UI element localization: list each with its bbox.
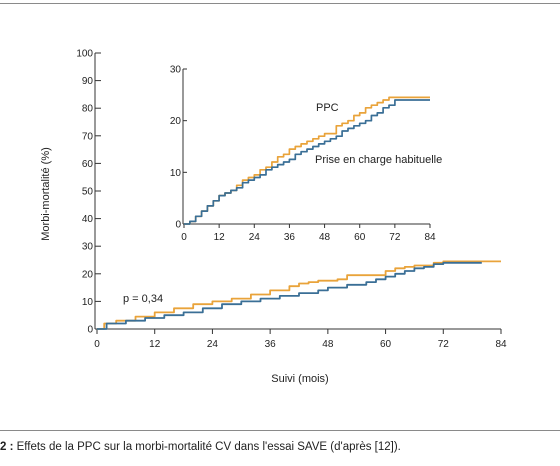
main-x-tick-label: 24 xyxy=(207,339,219,350)
main-y-tick-label: 10 xyxy=(82,297,94,308)
main-y-tick-label: 0 xyxy=(87,325,93,336)
main-y-tick-label: 100 xyxy=(76,49,93,60)
inset-x-tick-label: 84 xyxy=(424,232,436,243)
main-x-tick-label: 72 xyxy=(438,339,450,350)
inset-x-tick-label: 48 xyxy=(319,232,331,243)
top-rule xyxy=(0,3,560,4)
main-x-tick-label: 48 xyxy=(322,339,334,350)
inset-y-tick-label: 10 xyxy=(170,168,182,179)
y-axis-label: Morbi-mortalité (%) xyxy=(40,147,52,241)
caption-rule xyxy=(0,430,560,431)
inset-y-tick-label: 20 xyxy=(170,116,182,127)
main-series xyxy=(97,260,501,330)
inset-x-tick-label: 12 xyxy=(214,232,226,243)
main-x-tick-label: 84 xyxy=(495,339,507,350)
main-x-tick-label: 12 xyxy=(149,339,161,350)
p-value-annotation: p = 0,34 xyxy=(123,293,163,305)
legend-usual-care: Prise en charge habituelle xyxy=(315,154,442,166)
inset-x-tick-label: 72 xyxy=(389,232,401,243)
inset-x-tick-label: 36 xyxy=(284,232,296,243)
main-series-usual xyxy=(97,261,482,330)
caption-text: Effets de la PPC sur la morbi-mortalité … xyxy=(13,441,401,453)
inset-x-tick-label: 0 xyxy=(181,232,187,243)
main-series-ppc xyxy=(97,260,501,330)
main-y-tick-label: 30 xyxy=(82,242,94,253)
inset-series xyxy=(184,96,430,225)
main-x-tick-label: 60 xyxy=(380,339,392,350)
main-y-tick-label: 90 xyxy=(82,76,94,87)
inset-x-tick-label: 60 xyxy=(354,232,366,243)
x-axis-label: Suivi (mois) xyxy=(271,373,328,385)
main-y-tick-label: 80 xyxy=(82,104,94,115)
inset-chart: 0 10 20 30 0 12 24 36 48 60 72 84 PPC Prise en char… xyxy=(170,65,442,244)
figure-caption: 2 : Effets de la PPC sur la morbi-mortal… xyxy=(0,441,560,453)
main-x-tick-label: 0 xyxy=(94,339,100,350)
inset-x-tick-label: 24 xyxy=(249,232,261,243)
inset-series-usual xyxy=(184,99,430,225)
legend-ppc: PPC xyxy=(316,102,339,114)
caption-number: 2 : xyxy=(0,441,14,453)
inset-axes: 0 10 20 30 0 12 24 36 48 60 72 84 xyxy=(170,65,436,244)
inset-y-tick-label: 30 xyxy=(170,65,182,76)
main-y-tick-label: 50 xyxy=(82,187,94,198)
main-y-tick-label: 60 xyxy=(82,159,94,170)
inset-y-tick-label: 0 xyxy=(175,220,181,231)
main-y-tick-label: 70 xyxy=(82,131,94,142)
main-y-tick-label: 40 xyxy=(82,214,94,225)
main-x-tick-label: 36 xyxy=(265,339,277,350)
main-y-tick-label: 20 xyxy=(82,269,94,280)
